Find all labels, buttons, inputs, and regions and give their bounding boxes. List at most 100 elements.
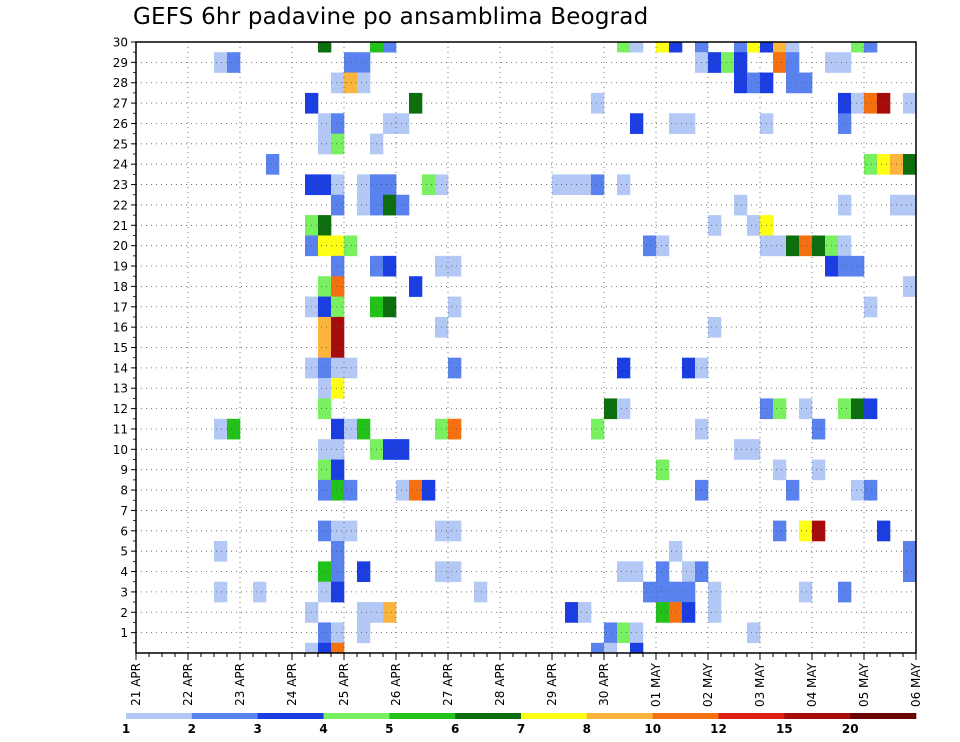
heatmap-cell [344,52,358,73]
heatmap-cell [773,42,787,53]
colorbar-segment [652,713,719,719]
heatmap-cell [851,255,865,277]
y-tick-label: 9 [120,463,128,477]
heatmap-cell [318,642,332,654]
heatmap-cell [331,113,345,134]
colorbar-label: 12 [710,722,727,736]
heatmap-cell [383,42,397,53]
heatmap-cell [617,398,631,420]
y-tick-label: 8 [120,484,128,498]
y-tick-label: 28 [113,76,128,90]
heatmap-cell [591,92,605,114]
heatmap-cell [331,72,345,94]
colorbar-segment [191,713,258,719]
y-tick-label: 6 [120,524,128,538]
heatmap-cell [396,479,410,501]
heatmap-cell [799,581,813,603]
y-tick-label: 27 [113,97,128,111]
heatmap-cell [747,622,761,644]
x-tick-label: 21 APR [129,663,143,706]
heatmap-cell [708,316,722,338]
chart-title: GEFS 6hr padavine po ansamblima Beograd [133,4,649,30]
colorbar-label: 1 [122,722,130,736]
heatmap-cell [747,439,761,460]
heatmap-cell [214,52,228,73]
heatmap-cell [838,52,852,73]
heatmap-cell [331,255,345,277]
heatmap-cell [773,52,787,73]
heatmap-cell [383,602,397,623]
y-tick-label: 1 [120,626,128,640]
heatmap-cell [812,459,826,481]
heatmap-cell [617,622,631,644]
heatmap-cell [734,72,748,94]
colorbar-segment [850,713,917,719]
heatmap-cell [773,235,787,257]
heatmap-cell [721,52,735,73]
heatmap-cell [864,398,878,420]
heatmap-cell [643,581,657,603]
heatmap-cell [448,296,462,318]
x-tick-label: 29 APR [545,663,559,706]
heatmap-cell [682,357,696,379]
heatmap-cell [669,581,683,603]
heatmap-cell [591,418,605,440]
heatmap-cell [903,154,917,175]
grid-lines [136,42,916,653]
heatmap-cell [604,622,618,644]
heatmap-cell [656,235,670,257]
heatmap-cell [331,479,345,501]
heatmap-cell [383,113,397,134]
heatmap-cell [357,622,371,644]
heatmap-cell [669,540,683,562]
heatmap-cell [357,602,371,623]
heatmap-cell [331,459,345,481]
heatmap-cell [357,174,371,196]
heatmap-cell [669,602,683,623]
heatmap-cell [331,337,345,358]
heatmap-cell [617,174,631,196]
y-tick-label: 29 [113,56,128,70]
heatmap-cell [318,174,332,196]
heatmap-cell [773,520,787,542]
heatmap-cell [318,42,332,53]
heatmap-cell [747,42,761,53]
heatmap-cell [383,255,397,277]
heatmap-cell [318,316,332,338]
heatmap-cell [591,174,605,196]
heatmap-cell [656,561,670,583]
y-tick-label: 23 [113,178,128,192]
colorbar-label: 10 [644,722,661,736]
x-tick-label: 28 APR [493,663,507,706]
heatmap-cell [318,296,332,318]
heatmap-cell [864,154,878,175]
heatmap-cell [318,561,332,583]
heatmap-cell [708,602,722,623]
heatmap-cell [786,52,800,73]
heatmap-cell [682,581,696,603]
heatmap-cell [656,602,670,623]
heatmap-cell [357,52,371,73]
x-axis-ticks: 21 APR 22 APR 23 APR 24 APR 25 APR 26 APR 27 A… [129,653,923,707]
heatmap-cell [318,113,332,134]
y-tick-label: 20 [113,239,128,253]
colorbar-segment [586,713,653,719]
heatmap-cell [318,520,332,542]
heatmap-cell [383,439,397,460]
heatmap-cell [656,42,670,53]
colorbar-label: 6 [451,722,459,736]
colorbar-segment [389,713,456,719]
y-tick-label: 14 [113,361,128,375]
x-tick-label: 30 APR [597,663,611,706]
colorbar-label: 7 [517,722,525,736]
heatmap-cell [357,72,371,94]
heatmap-cell [331,642,345,654]
heatmap-cell [851,479,865,501]
colorbar-label: 4 [319,722,327,736]
heatmap-cell [318,459,332,481]
heatmap-cell [448,561,462,583]
y-tick-label: 12 [113,402,128,416]
y-axis-ticks: 1234567891011121314151617181920212223242… [113,36,136,644]
heatmap-cell [903,276,917,297]
colorbar-segment [455,713,522,719]
